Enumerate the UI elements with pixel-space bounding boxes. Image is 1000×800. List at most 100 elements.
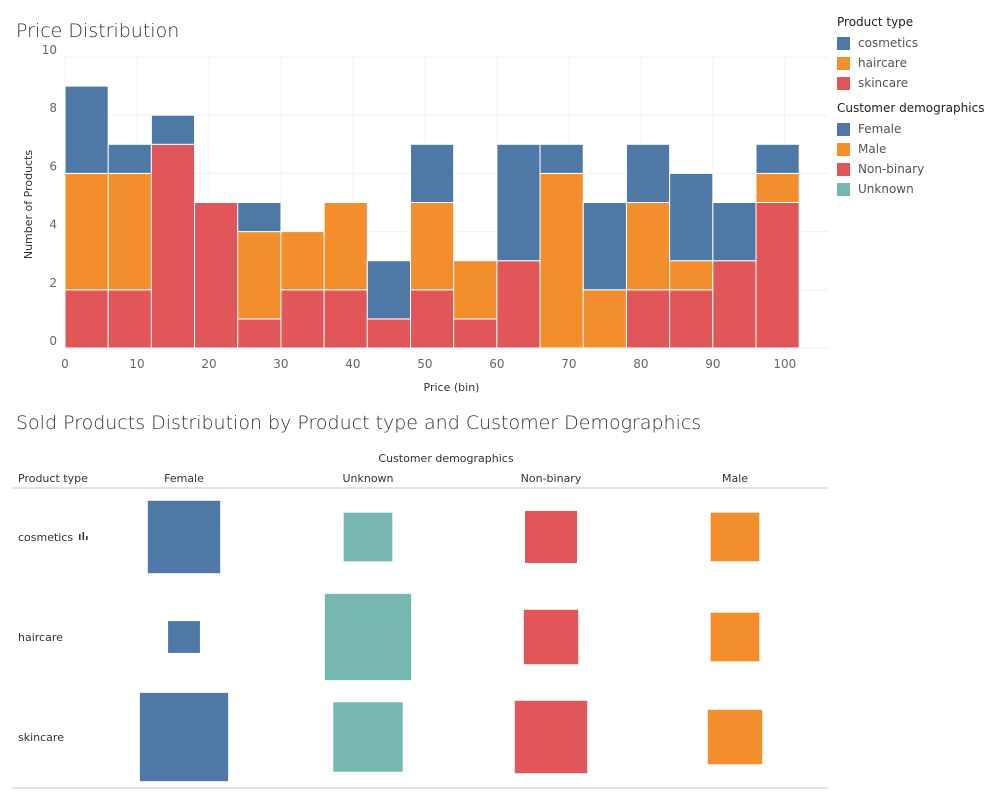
matrix-square-skincare-non-binary[interactable]	[514, 700, 588, 774]
bar-segment-skincare[interactable]	[496, 260, 541, 349]
legend-item-skincare[interactable]: skincare	[837, 73, 918, 93]
bar-segment-cosmetics[interactable]	[755, 143, 800, 174]
bar-segment-haircare[interactable]	[323, 202, 368, 291]
bar-segment-cosmetics[interactable]	[496, 143, 541, 262]
matrix-square-skincare-male[interactable]	[707, 709, 763, 765]
matrix-square-haircare-non-binary[interactable]	[523, 609, 579, 665]
matrix-square-haircare-female[interactable]	[168, 621, 200, 653]
row-label-skincare: skincare	[18, 731, 64, 744]
matrix-title: Sold Products Distribution by Product ty…	[16, 412, 702, 434]
column-label-unknown: Unknown	[342, 472, 393, 485]
bar-segment-cosmetics[interactable]	[625, 143, 671, 204]
legend-customer-demographics: Customer demographics Female Male Non-bi…	[837, 101, 984, 199]
bar-segment-cosmetics[interactable]	[366, 260, 412, 320]
bar-segment-cosmetics[interactable]	[582, 202, 627, 291]
bar-segment-cosmetics[interactable]	[669, 172, 714, 262]
legend-item-cosmetics[interactable]: cosmetics	[837, 33, 918, 53]
chart-icon	[79, 532, 88, 540]
column-label-male: Male	[722, 472, 748, 485]
bar-segment-haircare[interactable]	[280, 231, 325, 291]
bar-segment-cosmetics[interactable]	[64, 85, 109, 174]
legend-label: Female	[858, 122, 902, 136]
y-tick-label: 6	[49, 159, 57, 173]
bar-segment-haircare[interactable]	[625, 202, 671, 291]
matrix-square-skincare-unknown[interactable]	[333, 702, 403, 772]
bar-segment-haircare[interactable]	[237, 231, 282, 320]
legend-item-male[interactable]: Male	[837, 139, 984, 159]
bar-segment-skincare[interactable]	[64, 289, 109, 349]
x-tick-label: 70	[561, 357, 576, 371]
matrix-square-cosmetics-female[interactable]	[147, 500, 221, 574]
legend-label: Unknown	[858, 182, 914, 196]
bar-segment-skincare[interactable]	[107, 289, 152, 349]
row-label-cosmetics: cosmetics	[18, 531, 73, 544]
bar-segment-skincare[interactable]	[237, 318, 282, 349]
matrix-square-cosmetics-non-binary[interactable]	[524, 510, 578, 564]
bar-segment-skincare[interactable]	[625, 289, 671, 349]
bar-segment-cosmetics[interactable]	[410, 143, 455, 204]
bar-segment-cosmetics[interactable]	[712, 202, 757, 262]
bar-segment-haircare[interactable]	[453, 260, 498, 320]
y-tick-label: 10	[42, 43, 57, 57]
matrix-square-haircare-male[interactable]	[710, 612, 760, 662]
legend-label: cosmetics	[858, 36, 919, 50]
matrix-square-haircare-unknown[interactable]	[324, 593, 412, 681]
x-tick-label: 0	[61, 357, 69, 371]
legend-item-female[interactable]: Female	[837, 119, 984, 139]
chart-icon-bar	[82, 532, 85, 540]
x-tick-label: 20	[201, 357, 216, 371]
bar-segment-haircare[interactable]	[64, 172, 109, 291]
bar-segment-haircare[interactable]	[107, 172, 152, 291]
matrix-square-cosmetics-unknown[interactable]	[343, 512, 393, 562]
x-tick-label: 10	[129, 357, 144, 371]
legend-swatch	[837, 162, 850, 176]
bar-segment-cosmetics[interactable]	[237, 202, 282, 233]
legend-swatch	[837, 182, 850, 196]
y-tick-label: 4	[49, 218, 57, 232]
legend-item-unknown[interactable]: Unknown	[837, 179, 984, 199]
x-tick-label: 60	[489, 357, 504, 371]
bar-segment-haircare[interactable]	[410, 202, 455, 291]
bar-segment-haircare[interactable]	[669, 260, 714, 291]
bar-segment-skincare[interactable]	[453, 318, 498, 349]
matrix-square-cosmetics-male[interactable]	[710, 512, 760, 562]
bar-segment-skincare[interactable]	[410, 289, 455, 349]
bar-segment-skincare[interactable]	[712, 260, 757, 349]
bar-segment-haircare[interactable]	[755, 172, 800, 203]
legend-title: Product type	[837, 15, 914, 29]
bar-segment-skincare[interactable]	[669, 289, 714, 349]
bar-segment-skincare[interactable]	[280, 289, 325, 349]
legend-label: Non-binary	[858, 162, 925, 176]
y-tick-label: 8	[49, 101, 57, 115]
bar-segment-skincare[interactable]	[150, 143, 196, 349]
matrix-square-skincare-female[interactable]	[139, 692, 229, 782]
column-label-female: Female	[164, 472, 204, 485]
legend-item-haircare[interactable]: haircare	[837, 53, 918, 73]
bar-segment-skincare[interactable]	[323, 289, 368, 349]
legend-label: haircare	[858, 56, 907, 70]
histogram-title: Price Distribution	[16, 20, 180, 42]
x-tick-label: 40	[345, 357, 360, 371]
column-label-non-binary: Non-binary	[521, 472, 582, 485]
bar-segment-cosmetics[interactable]	[107, 143, 152, 174]
bar-segment-haircare[interactable]	[582, 289, 627, 349]
bar-segment-skincare[interactable]	[194, 202, 239, 349]
row-label-haircare: haircare	[18, 631, 63, 644]
bar-segment-skincare[interactable]	[755, 202, 800, 349]
legend-swatch	[837, 76, 850, 90]
bar-segment-skincare[interactable]	[366, 318, 412, 349]
bar-segment-haircare[interactable]	[539, 172, 584, 349]
column-header: Customer demographics	[378, 452, 513, 465]
legend-swatch	[837, 56, 850, 70]
legend-label: Male	[858, 142, 887, 156]
legend-title: Customer demographics	[837, 101, 985, 115]
legend-item-non-binary[interactable]: Non-binary	[837, 159, 984, 179]
bar-segment-cosmetics[interactable]	[539, 143, 584, 174]
demographics-matrix[interactable]: Customer demographics Product type Female U…	[0, 440, 830, 795]
bar-segment-cosmetics[interactable]	[150, 114, 196, 145]
x-tick-label: 50	[417, 357, 432, 371]
y-axis-label: Number of Products	[22, 150, 35, 260]
legend-swatch	[837, 36, 850, 50]
legend-product-type: Product type cosmetics haircare skincare	[837, 15, 918, 93]
